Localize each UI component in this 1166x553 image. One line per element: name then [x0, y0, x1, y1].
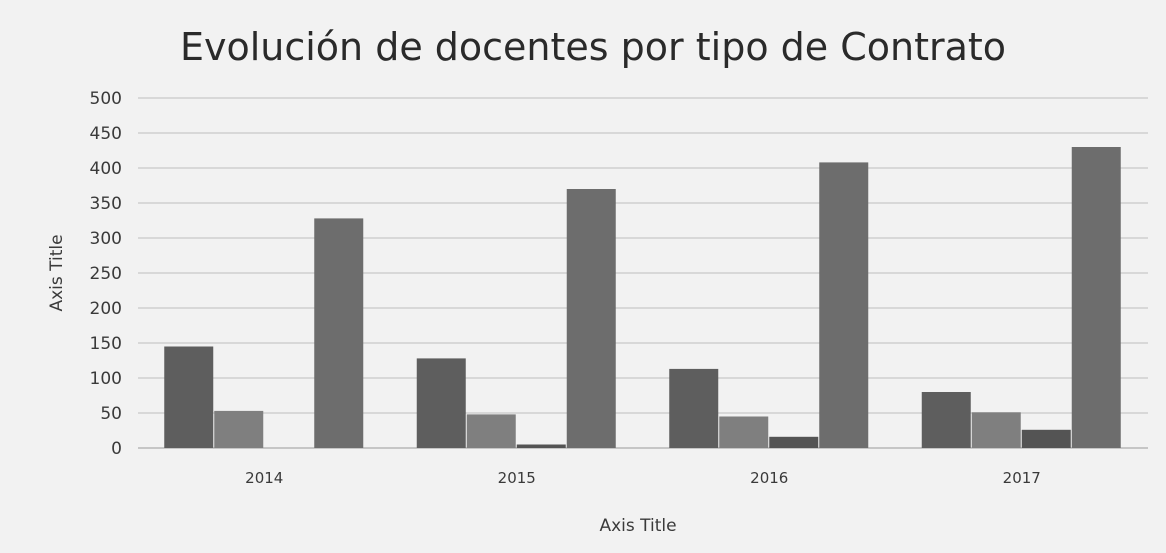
chart-title: Evolución de docentes por tipo de Contra…: [180, 25, 1006, 69]
gridlines: [138, 97, 1148, 449]
x-axis-title: Axis Title: [599, 516, 676, 536]
x-category-label: 2015: [498, 469, 536, 487]
y-tick-label: 450: [90, 124, 122, 144]
y-axis-ticks: 0 50 100 150 200 250 300 350 400 450 500: [90, 89, 122, 459]
bar-2016-series-4: [819, 162, 869, 448]
y-axis-title: Axis Title: [47, 234, 67, 311]
bar-2015-series-1: [416, 358, 466, 448]
bar-2016-series-1: [669, 368, 719, 448]
bar-2014-series-4: [314, 218, 364, 448]
bar-2017-series-1: [921, 392, 971, 448]
y-tick-label: 300: [90, 229, 122, 249]
bar-2017-series-4: [1071, 147, 1121, 448]
x-category-label: 2016: [750, 469, 788, 487]
bar-2015-series-4: [566, 189, 616, 448]
bar-2014-series-1: [164, 346, 214, 448]
y-tick-label: 50: [100, 404, 122, 424]
bar-2017-series-3: [1021, 429, 1071, 448]
bar-2014-series-2: [214, 410, 264, 448]
y-tick-label: 350: [90, 194, 122, 214]
y-tick-label: 400: [90, 159, 122, 179]
x-category-label: 2014: [245, 469, 283, 487]
bar-2015-series-2: [466, 414, 516, 448]
y-tick-label: 150: [90, 334, 122, 354]
bar-2016-series-3: [769, 436, 819, 448]
x-axis-categories: 2014 2015 2016 2017: [245, 469, 1041, 487]
bar-2017-series-2: [971, 412, 1021, 448]
y-tick-label: 250: [90, 264, 122, 284]
bar-2015-series-3: [516, 444, 566, 448]
bars: [164, 147, 1121, 448]
y-tick-label: 200: [90, 299, 122, 319]
y-tick-label: 0: [111, 439, 122, 459]
y-tick-label: 100: [90, 369, 122, 389]
x-category-label: 2017: [1003, 469, 1041, 487]
y-tick-label: 500: [90, 89, 122, 109]
bar-2016-series-2: [719, 416, 769, 448]
